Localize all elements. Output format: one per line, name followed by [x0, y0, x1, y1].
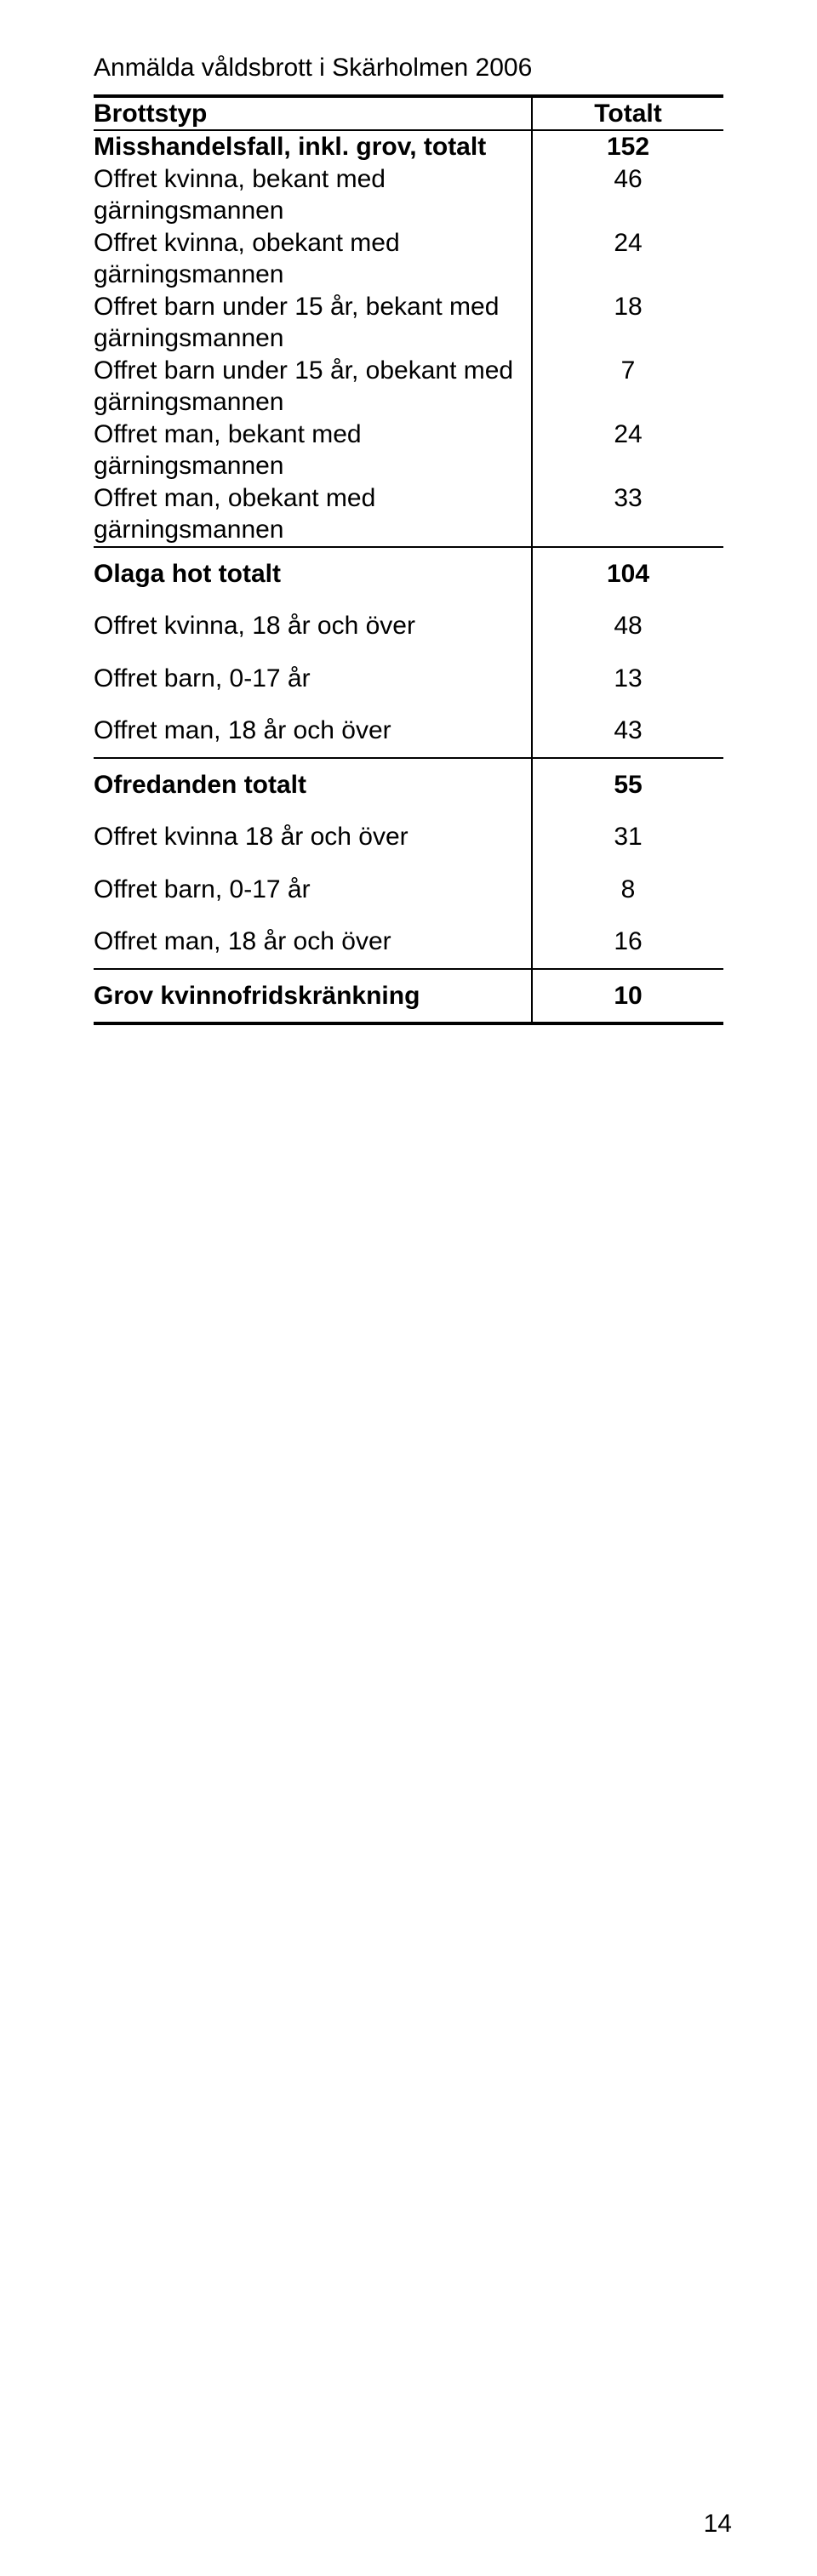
table-row: Offret man, obekant med gärningsmannen 3… — [94, 482, 723, 546]
row-value: 24 — [532, 419, 723, 482]
row-label: Misshandelsfall, inkl. grov, totalt — [94, 131, 532, 163]
table-row: Offret kvinna, obekant med gärningsmanne… — [94, 227, 723, 291]
table-row: Offret barn, 0-17 år 13 — [94, 653, 723, 705]
row-label: Offret man, obekant med gärningsmannen — [94, 482, 532, 546]
row-value: 152 — [532, 131, 723, 163]
row-label: Offret barn under 15 år, bekant med gärn… — [94, 291, 532, 355]
row-value: 31 — [532, 811, 723, 863]
row-label: Offret barn under 15 år, obekant med gär… — [94, 355, 532, 419]
table-row: Ofredanden totalt 55 — [94, 759, 723, 812]
row-label: Offret kvinna, 18 år och över — [94, 600, 532, 653]
row-value: 10 — [532, 970, 723, 1023]
table-row: Offret kvinna 18 år och över 31 — [94, 811, 723, 863]
page-number: 14 — [704, 2510, 732, 2539]
row-value: 13 — [532, 653, 723, 705]
row-value: 18 — [532, 291, 723, 355]
row-label: Grov kvinnofridskränkning — [94, 970, 532, 1023]
row-label: Offret barn, 0-17 år — [94, 863, 532, 916]
row-label: Offret barn, 0-17 år — [94, 653, 532, 705]
header-type: Brottstyp — [94, 98, 532, 130]
row-label: Offret man, 18 år och över — [94, 704, 532, 757]
rule-row — [94, 1022, 723, 1025]
table-row: Offret kvinna, 18 år och över 48 — [94, 600, 723, 653]
header-total: Totalt — [532, 98, 723, 130]
row-label: Ofredanden totalt — [94, 759, 532, 812]
table-row: Offret barn, 0-17 år 8 — [94, 863, 723, 916]
table-row: Offret man, 18 år och över 43 — [94, 704, 723, 757]
bottom-rule-thick — [94, 1022, 723, 1025]
row-value: 48 — [532, 600, 723, 653]
table-row: Offret man, 18 år och över 16 — [94, 915, 723, 968]
table-row: Olaga hot totalt 104 — [94, 548, 723, 601]
table-row: Grov kvinnofridskränkning 10 — [94, 970, 723, 1023]
table-header-row: Brottstyp Totalt — [94, 98, 723, 130]
row-label: Offret kvinna 18 år och över — [94, 811, 532, 863]
row-value: 55 — [532, 759, 723, 812]
table-row: Offret man, bekant med gärningsmannen 24 — [94, 419, 723, 482]
table-row: Offret kvinna, bekant med gärningsmannen… — [94, 163, 723, 227]
row-value: 24 — [532, 227, 723, 291]
page: Anmälda våldsbrott i Skärholmen 2006 Bro… — [0, 0, 817, 1025]
row-value: 43 — [532, 704, 723, 757]
row-label: Offret kvinna, obekant med gärningsmanne… — [94, 227, 532, 291]
row-value: 46 — [532, 163, 723, 227]
row-value: 16 — [532, 915, 723, 968]
row-value: 7 — [532, 355, 723, 419]
row-value: 104 — [532, 548, 723, 601]
crime-table-body: Brottstyp Totalt Misshandelsfall, inkl. … — [94, 98, 723, 1026]
page-title: Anmälda våldsbrott i Skärholmen 2006 — [94, 51, 723, 86]
row-value: 33 — [532, 482, 723, 546]
table-row: Offret barn under 15 år, bekant med gärn… — [94, 291, 723, 355]
row-value: 8 — [532, 863, 723, 916]
table-row: Misshandelsfall, inkl. grov, totalt 152 — [94, 131, 723, 163]
crime-table: Brottstyp Totalt Misshandelsfall, inkl. … — [94, 98, 723, 1026]
table-row: Offret barn under 15 år, obekant med gär… — [94, 355, 723, 419]
row-label: Offret kvinna, bekant med gärningsmannen — [94, 163, 532, 227]
row-label: Olaga hot totalt — [94, 548, 532, 601]
row-label: Offret man, bekant med gärningsmannen — [94, 419, 532, 482]
row-label: Offret man, 18 år och över — [94, 915, 532, 968]
